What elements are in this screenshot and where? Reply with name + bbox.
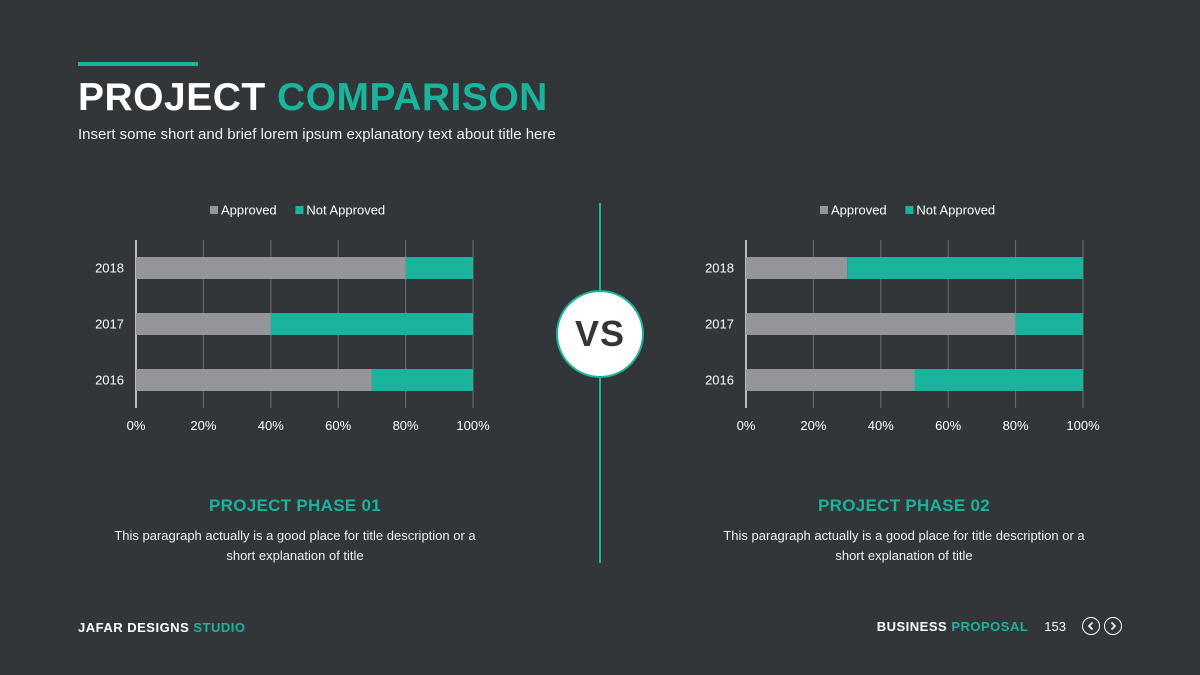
chevron-left-icon[interactable] <box>1082 617 1100 635</box>
chart-0-tick-label-3: 60% <box>325 418 351 433</box>
chart-1-legend-label-1: Not Approved <box>916 203 995 218</box>
chart-1-bar-2017-approved <box>746 313 1016 335</box>
chart-0-tick-label-5: 100% <box>456 418 490 433</box>
footer-doc-title-part-2: PROPOSAL <box>951 618 1029 634</box>
title-part-1: PROJECT <box>78 76 266 119</box>
chart-1-category-label-1: 2017 <box>705 317 734 332</box>
footer-doc-title-part-1: BUSINESS <box>876 618 948 634</box>
chart-0-legend-label-1: Not Approved <box>306 203 385 218</box>
chart-1-bar-2018-approved <box>746 257 848 279</box>
chart-0-category-label-2: 2016 <box>95 373 124 388</box>
phase-01-block: PROJECT PHASE 01 This paragraph actually… <box>85 496 505 566</box>
chart-0-legend-label-0: Approved <box>221 203 277 218</box>
chart-phase-01: Approved Not Approved 0% 20% 40% 60% 80% 100% 20… <box>78 195 498 445</box>
chart-0-tick-label-0: 0% <box>127 418 146 433</box>
page-title: PROJECT COMPARISON <box>78 76 548 120</box>
chart-1-bar-2017-not-approved <box>1015 313 1083 335</box>
chart-1-category-label-2: 2016 <box>705 373 734 388</box>
chart-1-tick-label-0: 0% <box>737 418 756 433</box>
chart-1-tick-label-1: 20% <box>800 418 826 433</box>
chart-0-tick-label-4: 80% <box>393 418 419 433</box>
chart-phase-02-svg: Approved Not Approved 0% 20% 40% 60% 80% 100% 20… <box>705 203 1100 434</box>
phase-02-title: PROJECT PHASE 02 <box>817 496 991 515</box>
phase-01-title: PROJECT PHASE 01 <box>208 496 382 515</box>
footer-doc-title: BUSINESS PROPOSAL <box>877 619 1029 634</box>
chart-1-bar-2016-not-approved <box>914 369 1083 391</box>
page-number: 153 <box>1044 618 1066 634</box>
chart-1-legend-label-0: Approved <box>831 203 887 218</box>
phase-02-description: This paragraph actually is a good place … <box>723 528 1085 563</box>
chart-0-legend-swatch-0 <box>210 206 218 214</box>
chart-1-tick-label-2: 40% <box>868 418 894 433</box>
chart-0-legend-swatch-1 <box>295 206 304 214</box>
chevron-right-icon[interactable] <box>1104 617 1122 635</box>
chart-1-legend-swatch-1 <box>905 206 914 214</box>
chart-0-category-label-0: 2018 <box>95 261 124 276</box>
footer-brand: JAFAR DESIGNS STUDIO <box>78 620 246 635</box>
page-subtitle: Insert some short and brief lorem ipsum … <box>78 126 556 143</box>
chart-0-bar-2017-not-approved <box>270 313 473 335</box>
title-part-2: COMPARISON <box>277 76 548 119</box>
title-accent-bar <box>78 62 198 66</box>
chart-1-tick-label-3: 60% <box>935 418 961 433</box>
chart-0-bar-2016-not-approved <box>371 369 473 391</box>
chart-0-bar-2016-approved <box>136 369 372 391</box>
phase-01-description: This paragraph actually is a good place … <box>114 528 476 563</box>
chart-1-tick-label-5: 100% <box>1066 418 1100 433</box>
chart-1-tick-label-4: 80% <box>1003 418 1029 433</box>
chart-0-tick-label-1: 20% <box>190 418 216 433</box>
chart-0-bar-2018-not-approved <box>405 257 473 279</box>
phase-02-block: PROJECT PHASE 02 This paragraph actually… <box>694 496 1114 566</box>
chart-1-bar-2018-not-approved <box>847 257 1083 279</box>
center-divider <box>599 203 601 563</box>
chart-phase-02: Approved Not Approved 0% 20% 40% 60% 80% 100% 20… <box>688 195 1108 445</box>
chart-1-legend-swatch-0 <box>820 206 828 214</box>
footer-brand-part-1: JAFAR DESIGNS <box>78 620 190 635</box>
footer-brand-part-2: STUDIO <box>193 620 246 635</box>
chart-phase-01-svg: Approved Not Approved 0% 20% 40% 60% 80% 100% 20… <box>95 203 490 434</box>
footer-right: BUSINESS PROPOSAL 153 <box>877 617 1122 635</box>
vs-label: VS <box>574 313 626 354</box>
vs-badge: VS <box>556 290 644 378</box>
chart-0-category-label-1: 2017 <box>95 317 124 332</box>
chart-1-bar-2016-approved <box>746 369 915 391</box>
chart-1-category-label-0: 2018 <box>705 261 734 276</box>
chart-0-tick-label-2: 40% <box>258 418 284 433</box>
chart-0-bar-2018-approved <box>136 257 406 279</box>
chart-0-bar-2017-approved <box>136 313 271 335</box>
